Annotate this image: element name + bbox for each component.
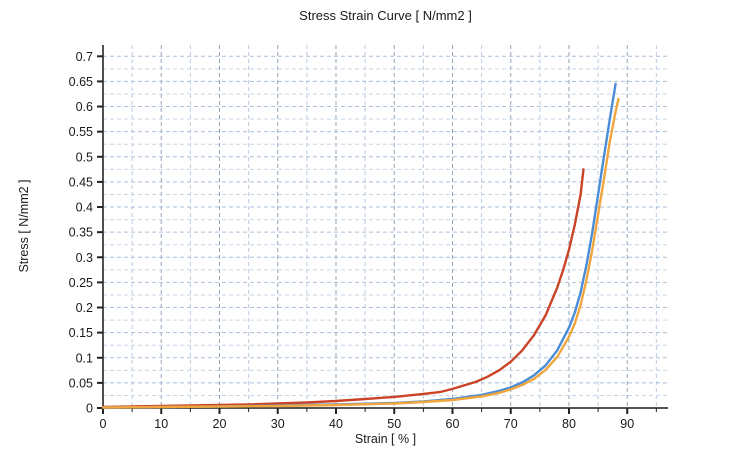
y-tick-label: 0.2 [76,301,93,315]
y-tick-label: 0.5 [76,150,93,164]
curve-red [101,168,585,409]
x-tick-label: 80 [562,417,576,431]
x-tick-label: 0 [100,417,107,431]
x-tick-label: 30 [271,417,285,431]
x-axis-label: Strain [ % ] [354,432,417,446]
y-tick-label: 0.55 [69,125,93,139]
y-tick-label: 0.3 [76,251,93,265]
x-tick-label: 60 [446,417,460,431]
y-tick-label: 0 [86,402,93,416]
y-tick-label: 0.7 [76,50,93,64]
y-tick-label: 0.4 [76,201,93,215]
y-tick-label: 0.35 [69,226,93,240]
y-tick-label: 0.65 [69,75,93,89]
x-tick-label: 90 [620,417,634,431]
y-tick-label: 0.15 [69,326,93,340]
y-tick-label: 0.05 [69,376,93,390]
curve-blue [101,82,617,409]
x-tick-label: 40 [329,417,343,431]
x-tick-label: 20 [213,417,227,431]
x-tick-label: 70 [504,417,518,431]
curve-orange [101,97,620,409]
y-tick-label: 0.45 [69,175,93,189]
chart-title: Stress Strain Curve [ N/mm2 ] [299,8,472,23]
x-tick-label: 50 [387,417,401,431]
y-tick-label: 0.1 [76,351,93,365]
y-tick-label: 0.6 [76,100,93,114]
x-tick-label: 10 [154,417,168,431]
y-axis-label: Stress [ N/mm2 ] [17,179,31,273]
y-tick-label: 0.25 [69,276,93,290]
